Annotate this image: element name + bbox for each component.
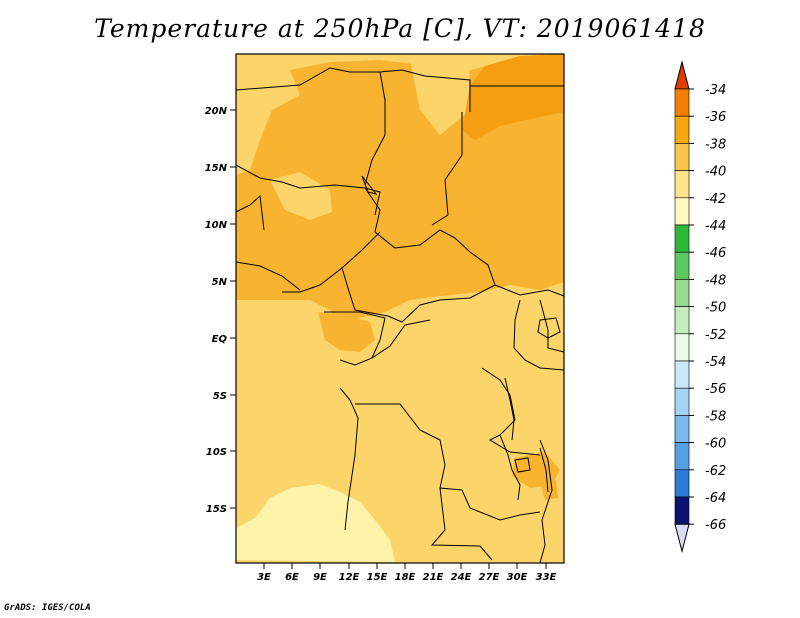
lon-label-24e: 24E: [451, 572, 472, 583]
colorbar-box: [674, 279, 690, 307]
colorbar-label: -66: [705, 518, 726, 533]
lake-victoria: [537, 317, 561, 339]
lon-label-33e: 33E: [536, 572, 557, 583]
warm-region-cameroon: [318, 312, 375, 352]
colorbar-ticks: -34 -36 -38 -40 -42 -44 -46 -48 -50 -52 -54 -56 -58 -…: [689, 83, 726, 533]
colorbar-arrow-top: [674, 60, 690, 90]
country-borders: [235, 67, 565, 564]
colorbar-box: [674, 496, 690, 525]
plot-title: Temperature at 250hPa [C], VT: 201906141…: [94, 14, 706, 43]
colorbar-label: -52: [705, 328, 726, 343]
warm-patch-se2: [540, 480, 558, 500]
longitude-axis: 3E 6E 9E 12E 15E 18E 21E 24E 27E 30E 33E: [257, 563, 557, 583]
colorbar-box: [674, 387, 690, 416]
lon-label-30e: 30E: [507, 572, 528, 583]
lat-label-10n: 10N: [205, 220, 228, 231]
colorbar-box: [674, 333, 690, 362]
lake-mweru: [514, 457, 531, 473]
colorbar-label: -56: [705, 382, 726, 397]
colorbar-box: [674, 442, 690, 471]
colorbar-box: [674, 415, 690, 443]
colorbar-label: -62: [705, 464, 726, 479]
lon-label-6e: 6E: [285, 572, 299, 583]
lon-label-3e: 3E: [257, 572, 271, 583]
lon-label-18e: 18E: [395, 572, 416, 583]
colorbar-label: -42: [705, 192, 726, 207]
map-frame: [235, 53, 565, 564]
lon-label-21e: 21E: [423, 572, 444, 583]
lat-label-5n: 5N: [212, 277, 228, 288]
colorbar-box: [674, 306, 690, 335]
lon-label-12e: 12E: [339, 572, 360, 583]
colorbar-label: -48: [705, 273, 726, 288]
lake-malawi: [539, 447, 549, 493]
colorbar-box: [674, 143, 690, 171]
lon-label-15e: 15E: [367, 572, 388, 583]
lon-label-9e: 9E: [313, 572, 327, 583]
lat-label-15n: 15N: [205, 163, 228, 174]
colorbar-label: -50: [705, 301, 726, 316]
lon-label-27e: 27E: [479, 572, 500, 583]
latitude-axis: 20N 15N 10N 5N EQ 5S 10S 15S: [205, 106, 236, 515]
colorbar-box: [674, 170, 690, 199]
cold-region-southwest: [236, 484, 395, 562]
colorbar-box: [674, 88, 690, 117]
colorbar-box: [674, 360, 690, 389]
colorbar-box: [674, 224, 690, 253]
colorbar-label: -54: [705, 355, 726, 370]
colorbar-label: -44: [705, 219, 726, 234]
grads-credit: GrADS: IGES/COLA: [4, 603, 91, 613]
lake-chad: [361, 175, 378, 195]
cool-patch-chad: [270, 172, 332, 220]
colorbar-label: -64: [705, 491, 726, 506]
colorbar-box: [674, 251, 690, 280]
colorbar-arrow-bottom: [674, 523, 690, 554]
lat-label-5s: 5S: [213, 391, 227, 402]
cool-patch-west-sahel: [236, 70, 300, 175]
colorbar: -34 -36 -38 -40 -42 -44 -46 -48 -50 -52 -54 -56 -58 -…: [674, 60, 726, 554]
colorbar-label: -40: [705, 165, 726, 180]
lat-label-20n: 20N: [205, 106, 228, 117]
lat-label-eq: EQ: [212, 334, 228, 345]
lat-label-15s: 15S: [206, 504, 227, 515]
lat-label-10s: 10S: [206, 447, 227, 458]
colorbar-boxes: [674, 60, 690, 554]
colorbar-box: [674, 115, 690, 144]
lakes: [361, 175, 561, 493]
colorbar-label: -60: [705, 437, 726, 452]
colorbar-box: [674, 469, 690, 498]
colorbar-label: -38: [705, 137, 726, 152]
colorbar-label: -58: [705, 409, 726, 424]
hot-region-northeast: [462, 54, 564, 140]
colorbar-box: [674, 197, 690, 226]
colorbar-label: -34: [705, 83, 726, 98]
colorbar-label: -36: [705, 110, 726, 125]
lake-tanganyika: [504, 377, 515, 441]
colorbar-label: -46: [705, 246, 726, 261]
